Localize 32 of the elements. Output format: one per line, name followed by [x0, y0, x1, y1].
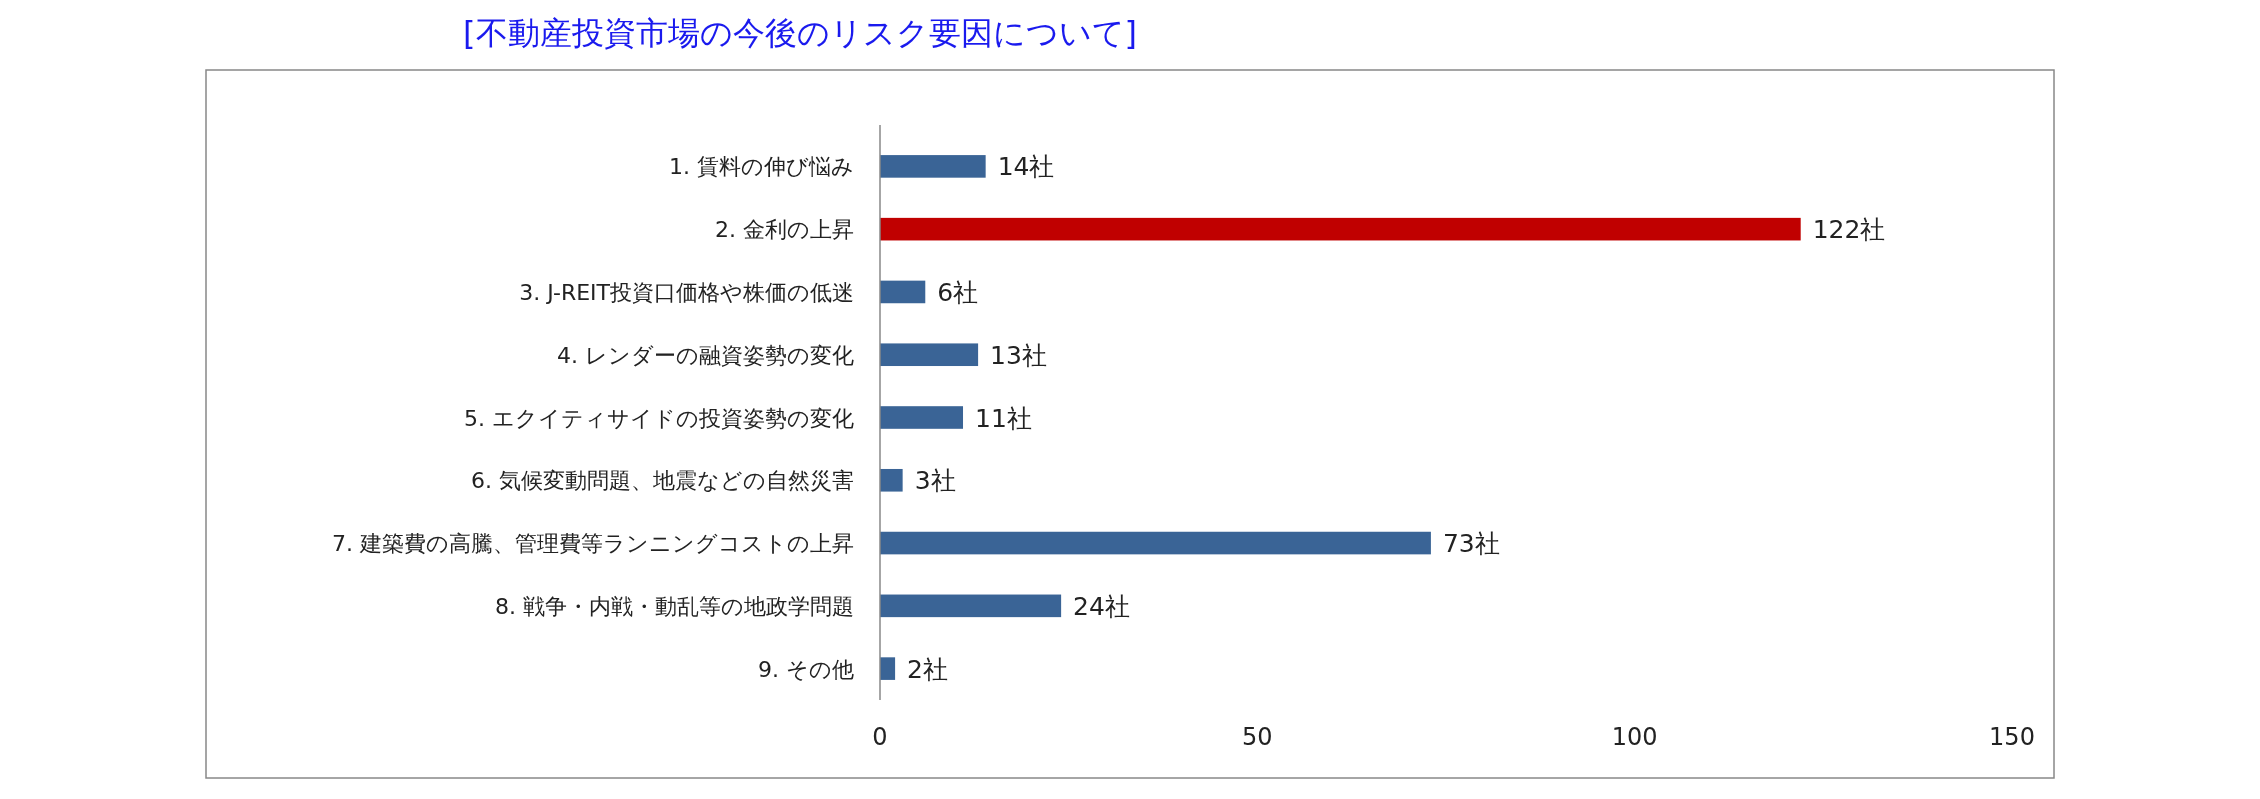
x-tick-label: 50: [1242, 723, 1273, 751]
bar: [880, 594, 1062, 618]
data-label: 24社: [1073, 591, 1130, 621]
chart-title: [不動産投資市場の今後のリスク要因について]: [463, 14, 1137, 52]
bar: [880, 217, 1801, 241]
data-label: 122社: [1812, 215, 1886, 245]
x-tick-label: 0: [872, 723, 888, 751]
data-label: 3社: [914, 466, 956, 496]
data-label: 14社: [997, 152, 1055, 182]
data-label: 13社: [990, 340, 1047, 370]
data-label: 11社: [975, 403, 1032, 433]
bar: [880, 531, 1431, 555]
bar: [880, 343, 979, 367]
y-tick-label: 3. J-REIT投資口価格や株価の低迷: [519, 279, 854, 305]
y-tick-label: 2. 金利の上昇: [715, 217, 854, 243]
y-tick-label: 1. 賃料の伸び悩み: [669, 154, 854, 180]
x-tick-label: 150: [1989, 723, 2035, 751]
data-label: 2社: [907, 654, 948, 684]
bar: [880, 280, 926, 304]
y-tick-label: 8. 戦争・内戦・動乱等の地政学問題: [495, 593, 854, 619]
data-label: 73社: [1442, 529, 1500, 559]
y-tick-label: 9. その他: [758, 656, 854, 682]
bar: [880, 406, 964, 429]
y-tick-label: 7. 建築費の高騰、管理費等ランニングコストの上昇: [332, 531, 854, 557]
y-tick-label: 6. 気候変動問題、地震などの自然災害: [471, 468, 854, 494]
x-tick-label: 100: [1611, 723, 1658, 751]
bar: [880, 155, 986, 178]
y-tick-label: 4. レンダーの融資姿勢の変化: [557, 342, 854, 368]
data-label: 6社: [937, 277, 979, 307]
y-tick-label: 5. エクイティサイドの投資姿勢の変化: [464, 405, 854, 431]
bar: [880, 657, 896, 680]
bar: [880, 468, 903, 492]
